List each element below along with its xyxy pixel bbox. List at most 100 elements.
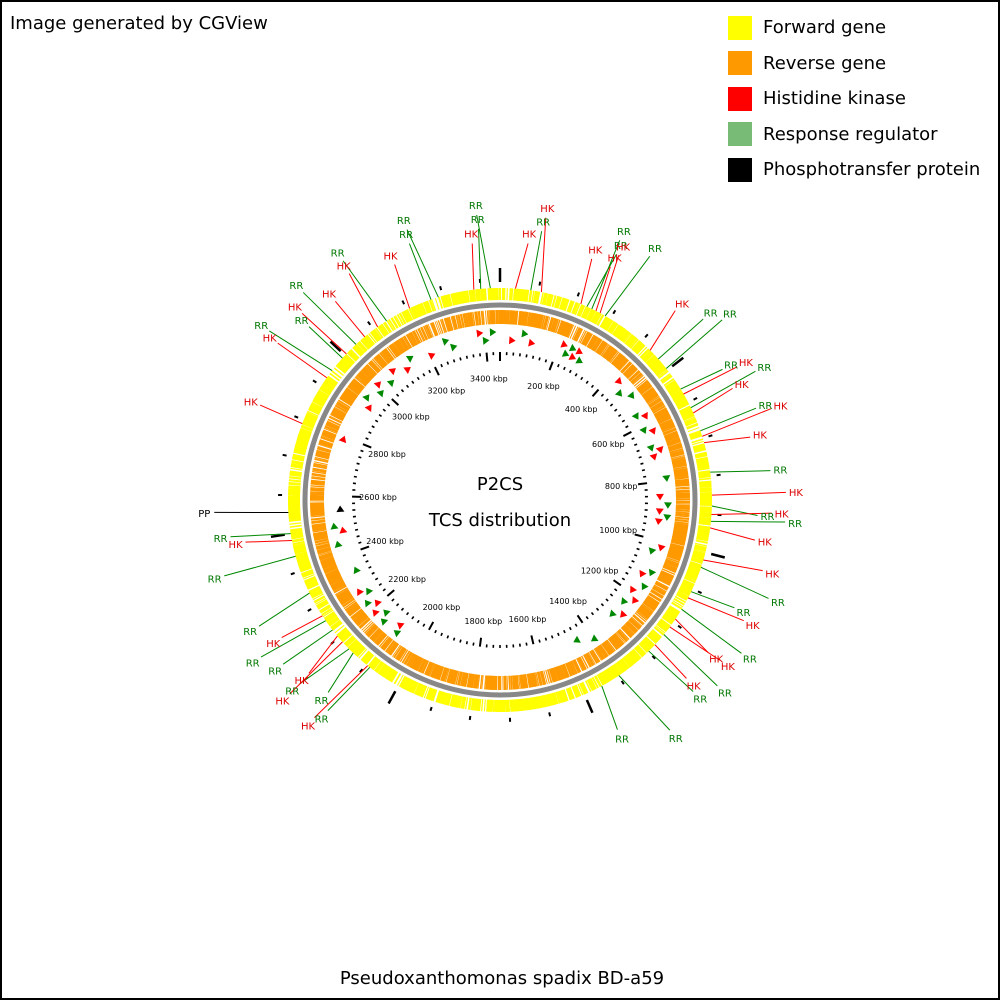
reverse-gene-mark (572, 659, 580, 674)
reverse-gene-mark (530, 312, 536, 328)
forward-gene-mark (358, 648, 368, 659)
reverse-gene-mark (358, 370, 372, 383)
legend-swatch-response-regulator (728, 122, 752, 147)
reverse-gene-mark (659, 420, 674, 428)
feature-label-hk: HK (384, 251, 399, 262)
reverse-gene-mark (356, 373, 369, 385)
inner-tick (382, 408, 386, 412)
forward-gene-mark (545, 693, 552, 707)
forward-gene-mark (315, 597, 327, 605)
forward-gene-mark (696, 532, 710, 538)
reverse-gene-mark (463, 313, 468, 328)
leader-line (710, 520, 786, 523)
reverse-gene-mark (672, 460, 687, 466)
reverse-gene-mark (578, 329, 586, 343)
forward-gene-mark (365, 334, 376, 346)
tcs-arrow-hk (373, 381, 382, 389)
reverse-gene-mark (675, 483, 690, 487)
inner-tick (354, 469, 359, 472)
kbp-tick-label: 1600 kbp (509, 615, 547, 624)
forward-gene-mark (377, 663, 387, 675)
inner-tick (544, 637, 548, 641)
reverse-gene-mark (367, 626, 379, 638)
forward-gene-mark (675, 591, 689, 601)
reverse-gene-mark (310, 505, 325, 508)
reverse-gene-mark (422, 325, 431, 340)
reverse-gene-mark (314, 538, 329, 544)
forward-gene-mark (574, 303, 581, 315)
forward-gene-mark (375, 327, 384, 339)
forward-gene-mark (308, 585, 321, 593)
reverse-gene-mark (604, 640, 615, 653)
forward-gene-mark (288, 488, 301, 492)
tcs-arrow-rr (664, 502, 672, 509)
reverse-gene-mark (518, 674, 521, 689)
forward-gene-mark (664, 379, 677, 390)
reverse-gene-mark (313, 462, 328, 468)
forward-gene-mark (435, 690, 444, 704)
inner-tick (585, 616, 589, 620)
tcs-arrow-rr (568, 343, 577, 352)
leader-line (540, 217, 547, 293)
forward-gene-mark (547, 294, 554, 307)
reverse-gene-mark (576, 656, 586, 671)
forward-gene-mark (299, 427, 312, 436)
inner-tick (548, 361, 554, 371)
reverse-gene-mark (589, 336, 599, 350)
tcs-arrow-rr (573, 635, 581, 643)
reverse-gene-mark (402, 335, 412, 349)
reverse-gene-mark (386, 346, 397, 359)
reverse-gene-mark (326, 420, 341, 428)
forward-gene-mark (596, 314, 605, 326)
leader-line (663, 634, 718, 687)
reverse-gene-mark (413, 330, 421, 344)
reverse-gene-mark (455, 314, 461, 329)
reverse-gene-mark (632, 614, 644, 626)
reverse-gene-mark (539, 670, 546, 686)
reverse-gene-mark (618, 359, 630, 371)
reverse-gene-mark (506, 310, 510, 325)
tcs-arrow-rr (376, 389, 384, 398)
reverse-gene-mark (381, 349, 393, 363)
forward-gene-mark (585, 308, 594, 321)
leader-line (702, 408, 772, 437)
inner-tick (378, 413, 383, 418)
reverse-gene-mark (312, 530, 328, 536)
reverse-gene-mark (337, 399, 351, 409)
forward-gene-mark (684, 417, 697, 426)
reverse-gene-mark (482, 310, 485, 325)
inner-tick (374, 577, 379, 581)
inner-tick (591, 388, 600, 397)
reverse-gene-mark (553, 666, 561, 681)
tcs-arrow-rr (482, 336, 490, 345)
forward-gene-mark (290, 463, 304, 470)
forward-gene-mark (658, 618, 671, 629)
reverse-gene-mark (673, 466, 688, 471)
outer-tick (401, 300, 406, 305)
reverse-gene-mark (675, 505, 690, 510)
reverse-gene-mark (337, 590, 351, 601)
reverse-gene-mark (675, 509, 690, 513)
reverse-gene-mark (655, 580, 669, 588)
feature-label-rr: RR (246, 659, 260, 670)
reverse-gene-mark (464, 312, 470, 328)
reverse-gene-mark (560, 663, 569, 679)
reverse-gene-mark (593, 339, 603, 352)
forward-gene-mark (699, 512, 712, 516)
forward-gene-mark (354, 343, 365, 356)
reverse-gene-mark (310, 506, 325, 511)
forward-gene-mark (551, 295, 557, 308)
reverse-gene-mark (648, 592, 662, 603)
reverse-gene-mark (651, 587, 665, 596)
leader-line (580, 258, 593, 305)
inner-tick (550, 635, 554, 639)
reverse-gene-mark (675, 490, 690, 494)
reverse-gene-mark (663, 562, 678, 571)
reverse-gene-mark (571, 326, 579, 340)
reverse-gene-mark (312, 464, 328, 470)
forward-gene-mark (518, 698, 523, 712)
forward-gene-mark (335, 364, 347, 374)
reverse-gene-mark (599, 644, 609, 657)
kbp-tick-label: 2000 kbp (423, 603, 461, 612)
